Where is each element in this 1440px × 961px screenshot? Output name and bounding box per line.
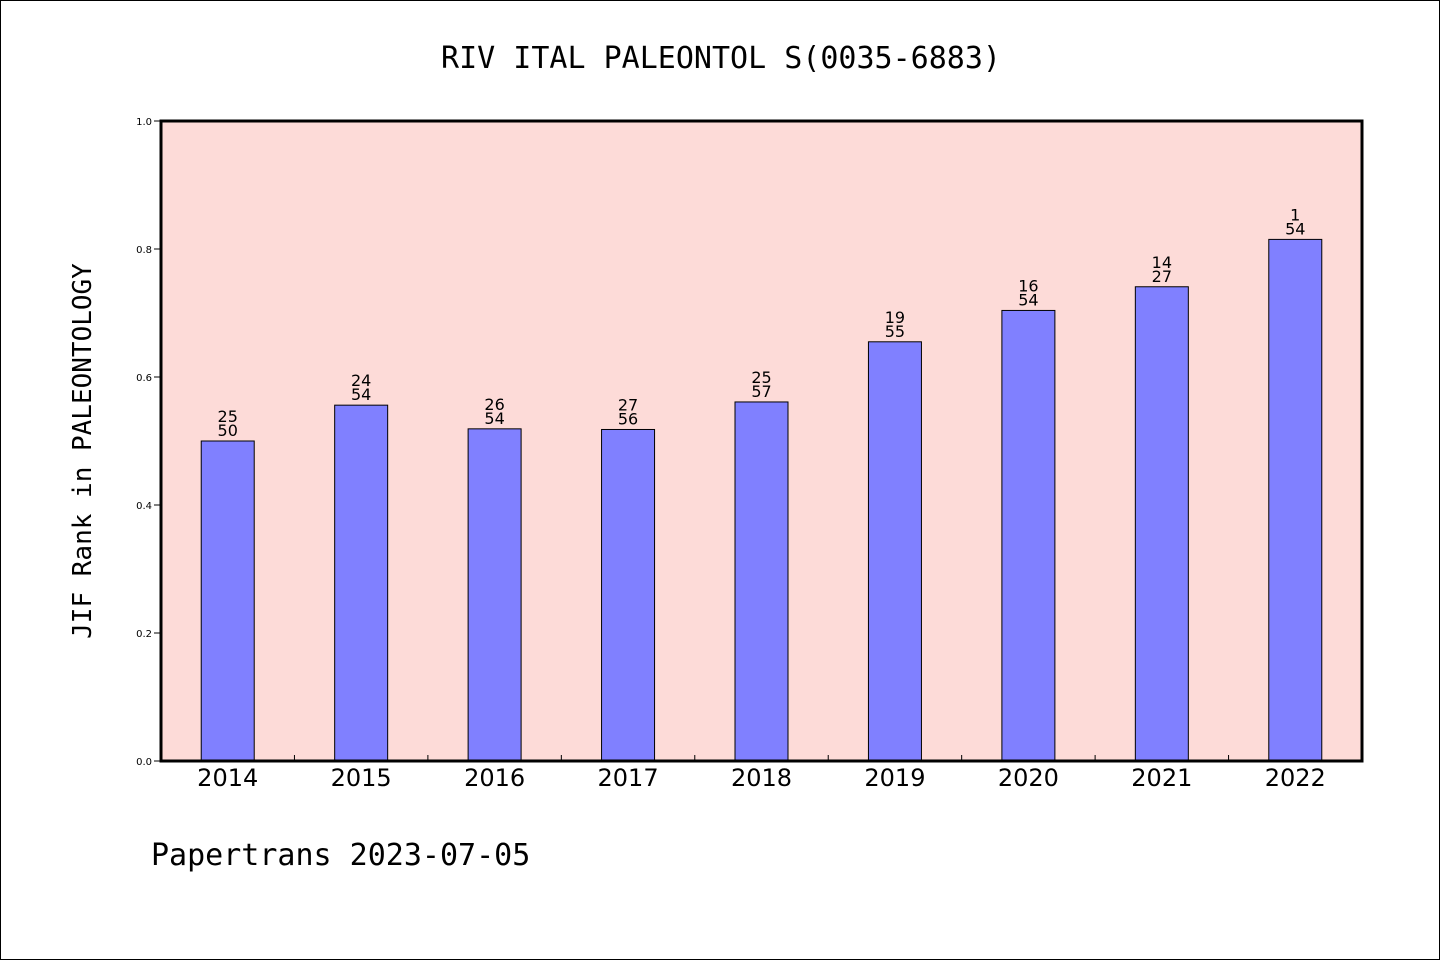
rank-label: 1	[1290, 205, 1300, 224]
rank-label: 24	[351, 371, 371, 390]
x-tick-label: 2016	[464, 764, 525, 792]
y-axis-label: JIF Rank in PALEONTOLOGY	[68, 263, 98, 639]
bar-2021	[1134, 286, 1189, 762]
total-label: 56	[618, 409, 638, 428]
rank-label: 26	[484, 395, 504, 414]
bar-2017	[601, 428, 656, 762]
rank-label: 25	[218, 407, 238, 426]
rank-label: 25	[751, 368, 771, 387]
bar-2020	[1001, 309, 1056, 762]
x-tick-label: 2021	[1131, 764, 1192, 792]
rank-label: 14	[1152, 253, 1172, 272]
bar-2014	[200, 440, 255, 762]
footer-source-date: Papertrans 2023-07-05	[151, 838, 530, 873]
x-tick-label: 2014	[197, 764, 258, 792]
bar-2022	[1268, 238, 1323, 762]
chart-title: RIV ITAL PALEONTOL S(0035-6883)	[441, 41, 1001, 76]
bar-2018	[734, 401, 789, 762]
plot-border	[159, 119, 1364, 763]
y-tick-label: 0.8	[136, 245, 152, 256]
y-tick-label: 0.6	[136, 373, 152, 384]
total-label: 54	[484, 409, 504, 428]
total-label: 54	[1018, 290, 1038, 309]
y-tick-label: 0.0	[136, 757, 152, 768]
bar-2019	[867, 341, 922, 762]
total-label: 50	[218, 421, 238, 440]
rank-label: 19	[885, 308, 905, 327]
bar-2016	[467, 428, 522, 762]
y-tick-label: 0.4	[136, 501, 152, 512]
bars	[200, 238, 1323, 762]
total-label: 57	[751, 382, 771, 401]
total-label: 27	[1152, 267, 1172, 286]
total-label: 55	[885, 322, 905, 341]
y-axis: 0.0 0.2 0.4 0.6 0.8 1.0	[136, 117, 161, 768]
bar-2015	[334, 404, 389, 762]
x-tick-label: 2022	[1265, 764, 1326, 792]
x-tick-label: 2017	[598, 764, 659, 792]
total-label: 54	[351, 385, 371, 404]
rank-label: 16	[1018, 276, 1038, 295]
y-tick-label: 0.2	[136, 629, 152, 640]
x-axis: 2014 2015 2016 2017 2018 2019 2020 2021 2022	[197, 755, 1326, 792]
x-tick-label: 2015	[331, 764, 392, 792]
x-tick-label: 2018	[731, 764, 792, 792]
x-tick-label: 2020	[998, 764, 1059, 792]
total-label: 54	[1285, 219, 1305, 238]
rank-label: 27	[618, 395, 638, 414]
x-tick-label: 2019	[864, 764, 925, 792]
y-tick-label: 1.0	[136, 117, 152, 128]
